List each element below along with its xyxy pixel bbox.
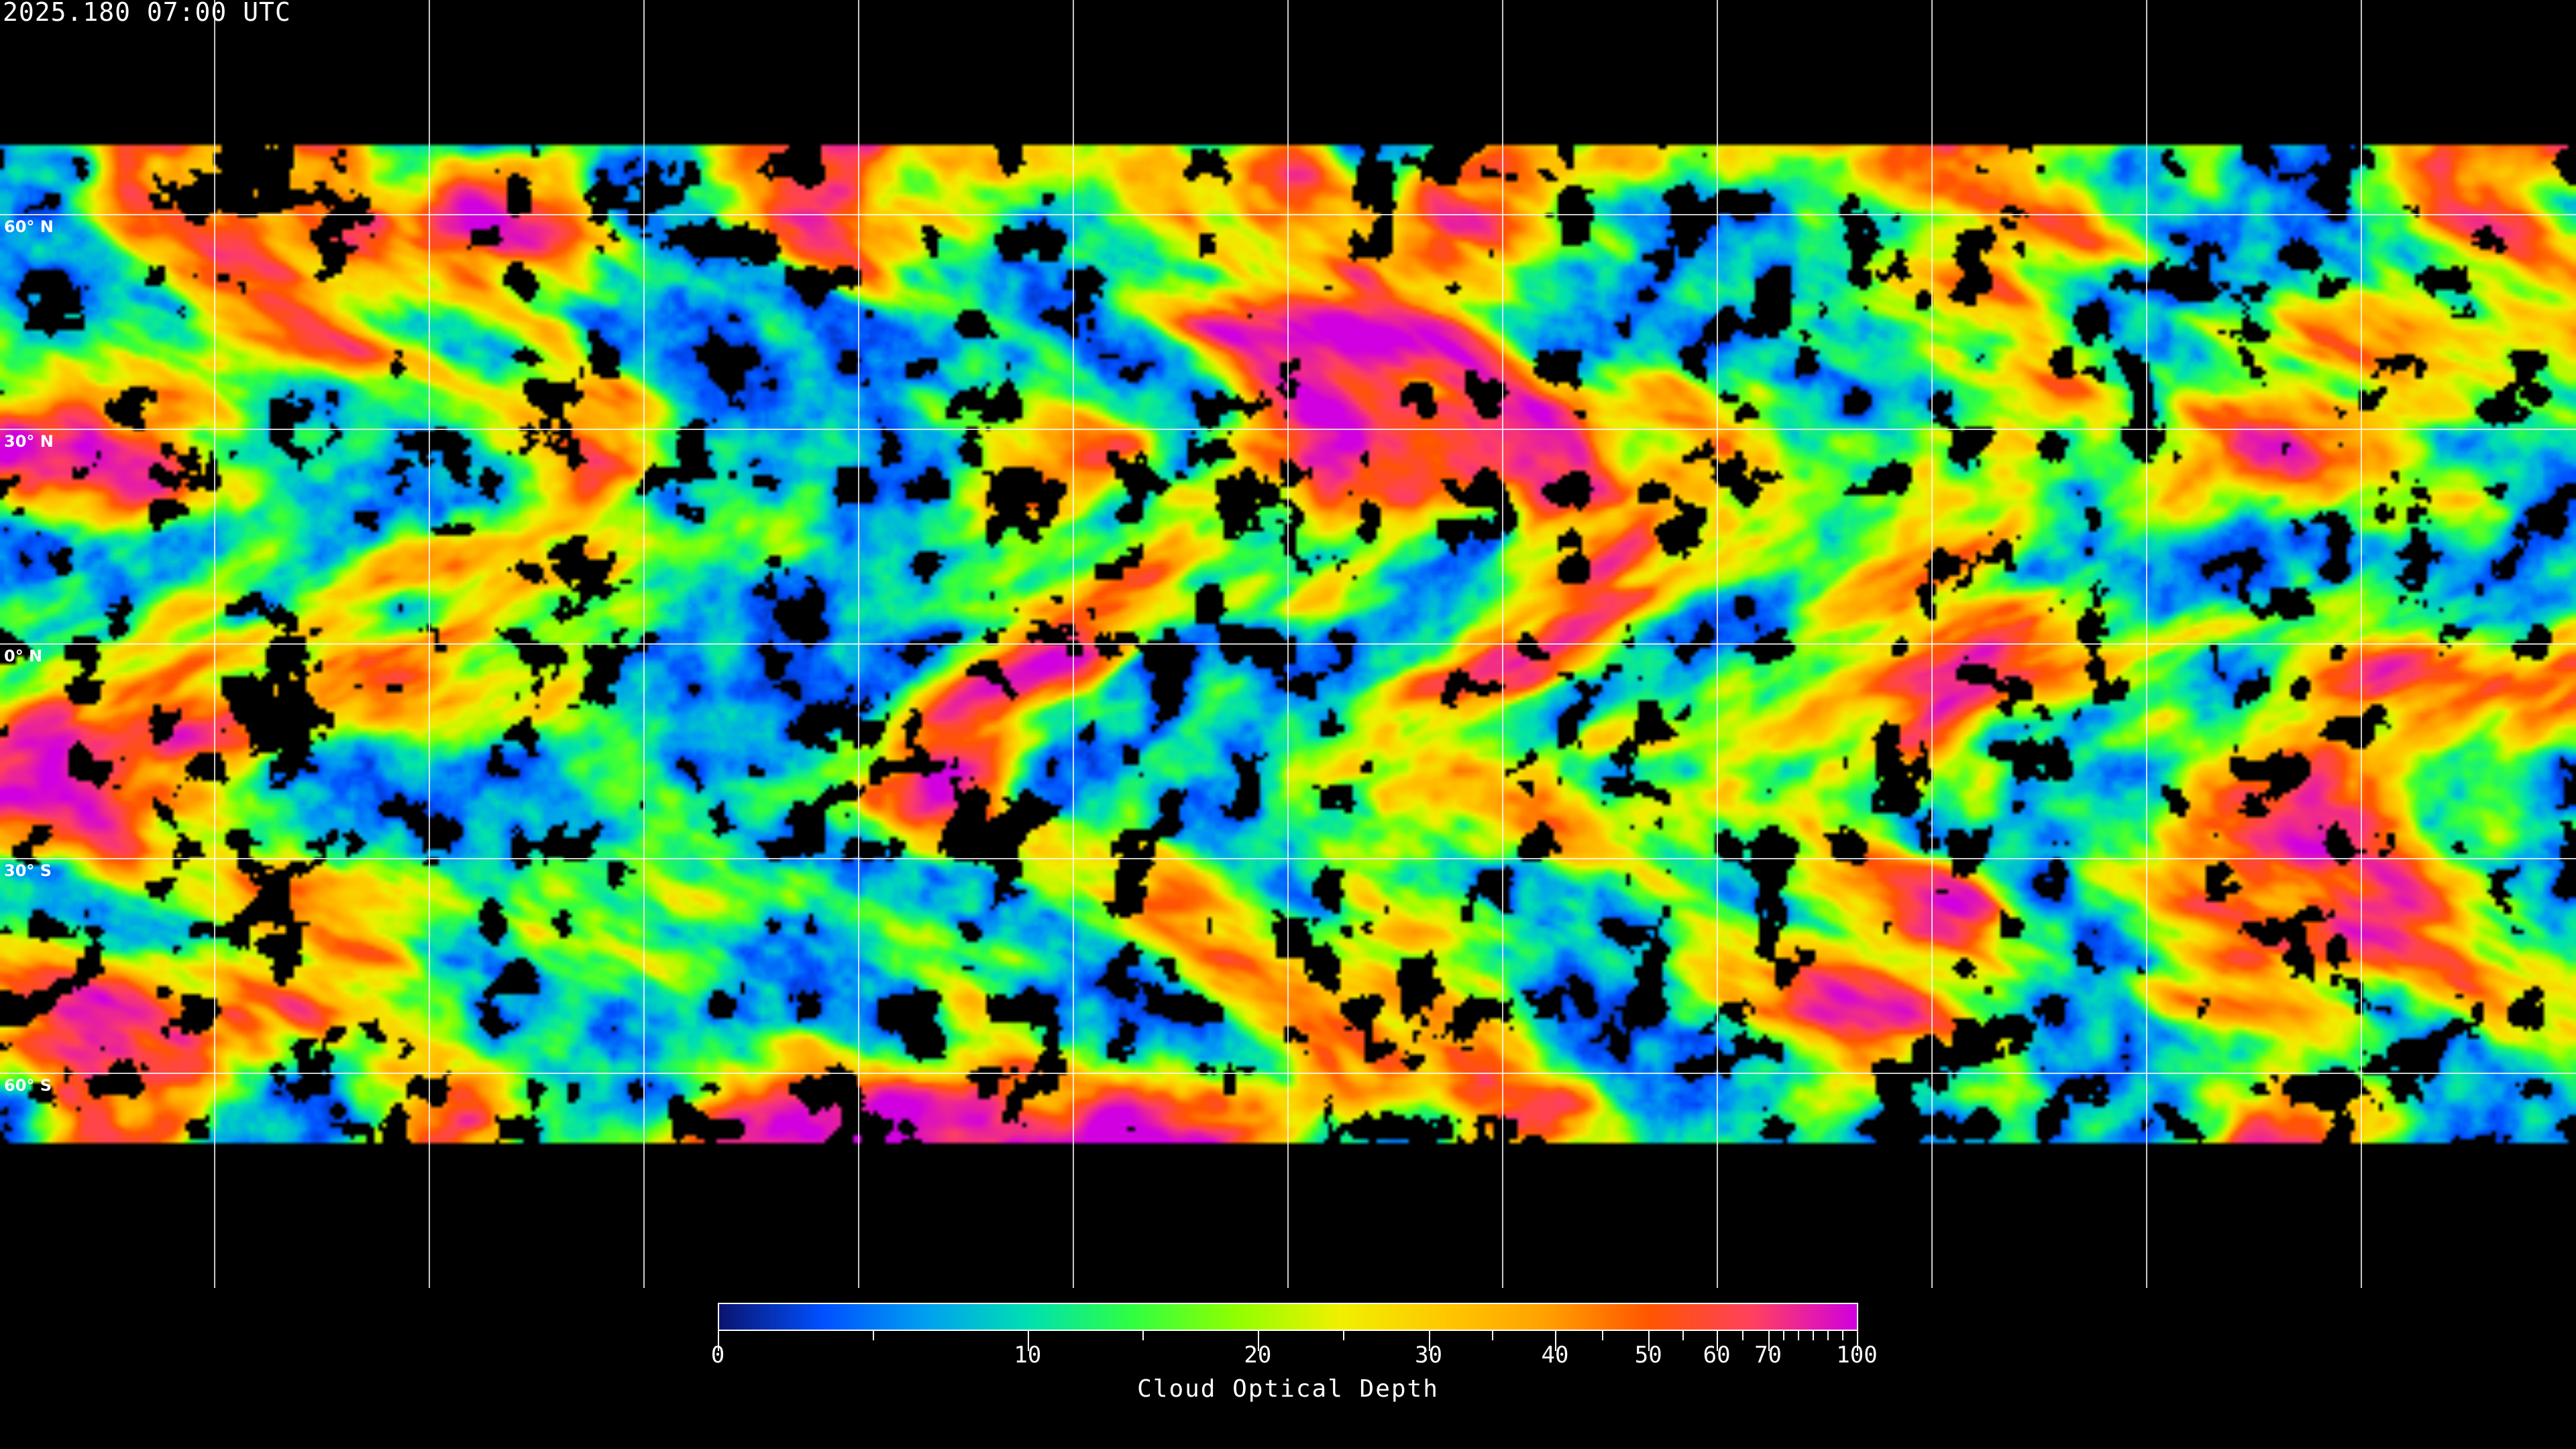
minor-tick [1841,1331,1843,1340]
colorbar-ticks [718,1331,1858,1351]
minor-tick [1827,1331,1829,1340]
major-tick [718,1331,719,1351]
lat-label-60n: 60° N [4,217,54,236]
major-tick [1857,1331,1858,1351]
major-tick [1428,1331,1430,1351]
major-tick [1027,1331,1029,1351]
minor-tick [1682,1331,1684,1340]
minor-tick [872,1331,874,1340]
colorbar [718,1303,1858,1331]
tick-label: 0 [710,1342,725,1368]
lat-label-30n: 30° N [4,432,54,451]
lat-label-0n: 0° N [4,647,43,665]
major-tick [1717,1331,1719,1351]
tick-label: 40 [1541,1342,1569,1368]
tick-label: 60 [1703,1342,1731,1368]
tick-label: 20 [1244,1342,1272,1368]
minor-tick [1142,1331,1144,1340]
minor-tick [1812,1331,1814,1340]
minor-tick [1343,1331,1345,1340]
minor-tick [1797,1331,1799,1340]
major-tick [1648,1331,1650,1351]
major-tick [1768,1331,1770,1351]
lat-label-60s: 60° S [4,1076,52,1095]
tick-label: 30 [1415,1342,1443,1368]
colorbar-title: Cloud Optical Depth [1137,1375,1439,1403]
minor-tick [1742,1331,1744,1340]
minor-tick [1491,1331,1493,1340]
tick-label: 50 [1634,1342,1662,1368]
tick-label: 100 [1836,1342,1878,1368]
major-tick [1555,1331,1557,1351]
minor-tick [1601,1331,1603,1340]
lat-label-30s: 30° S [4,861,52,880]
tick-label: 70 [1754,1342,1782,1368]
major-tick [1257,1331,1259,1351]
minor-tick [1782,1331,1784,1340]
tick-label: 10 [1014,1342,1042,1368]
timestamp-title: 2025.180 07:00 UTC [3,0,291,27]
cloud-optical-depth-map: 2025.180 07:00 UTC 60° N 30° N 0° N 30° … [0,0,2576,1288]
graticule [0,0,2576,1288]
